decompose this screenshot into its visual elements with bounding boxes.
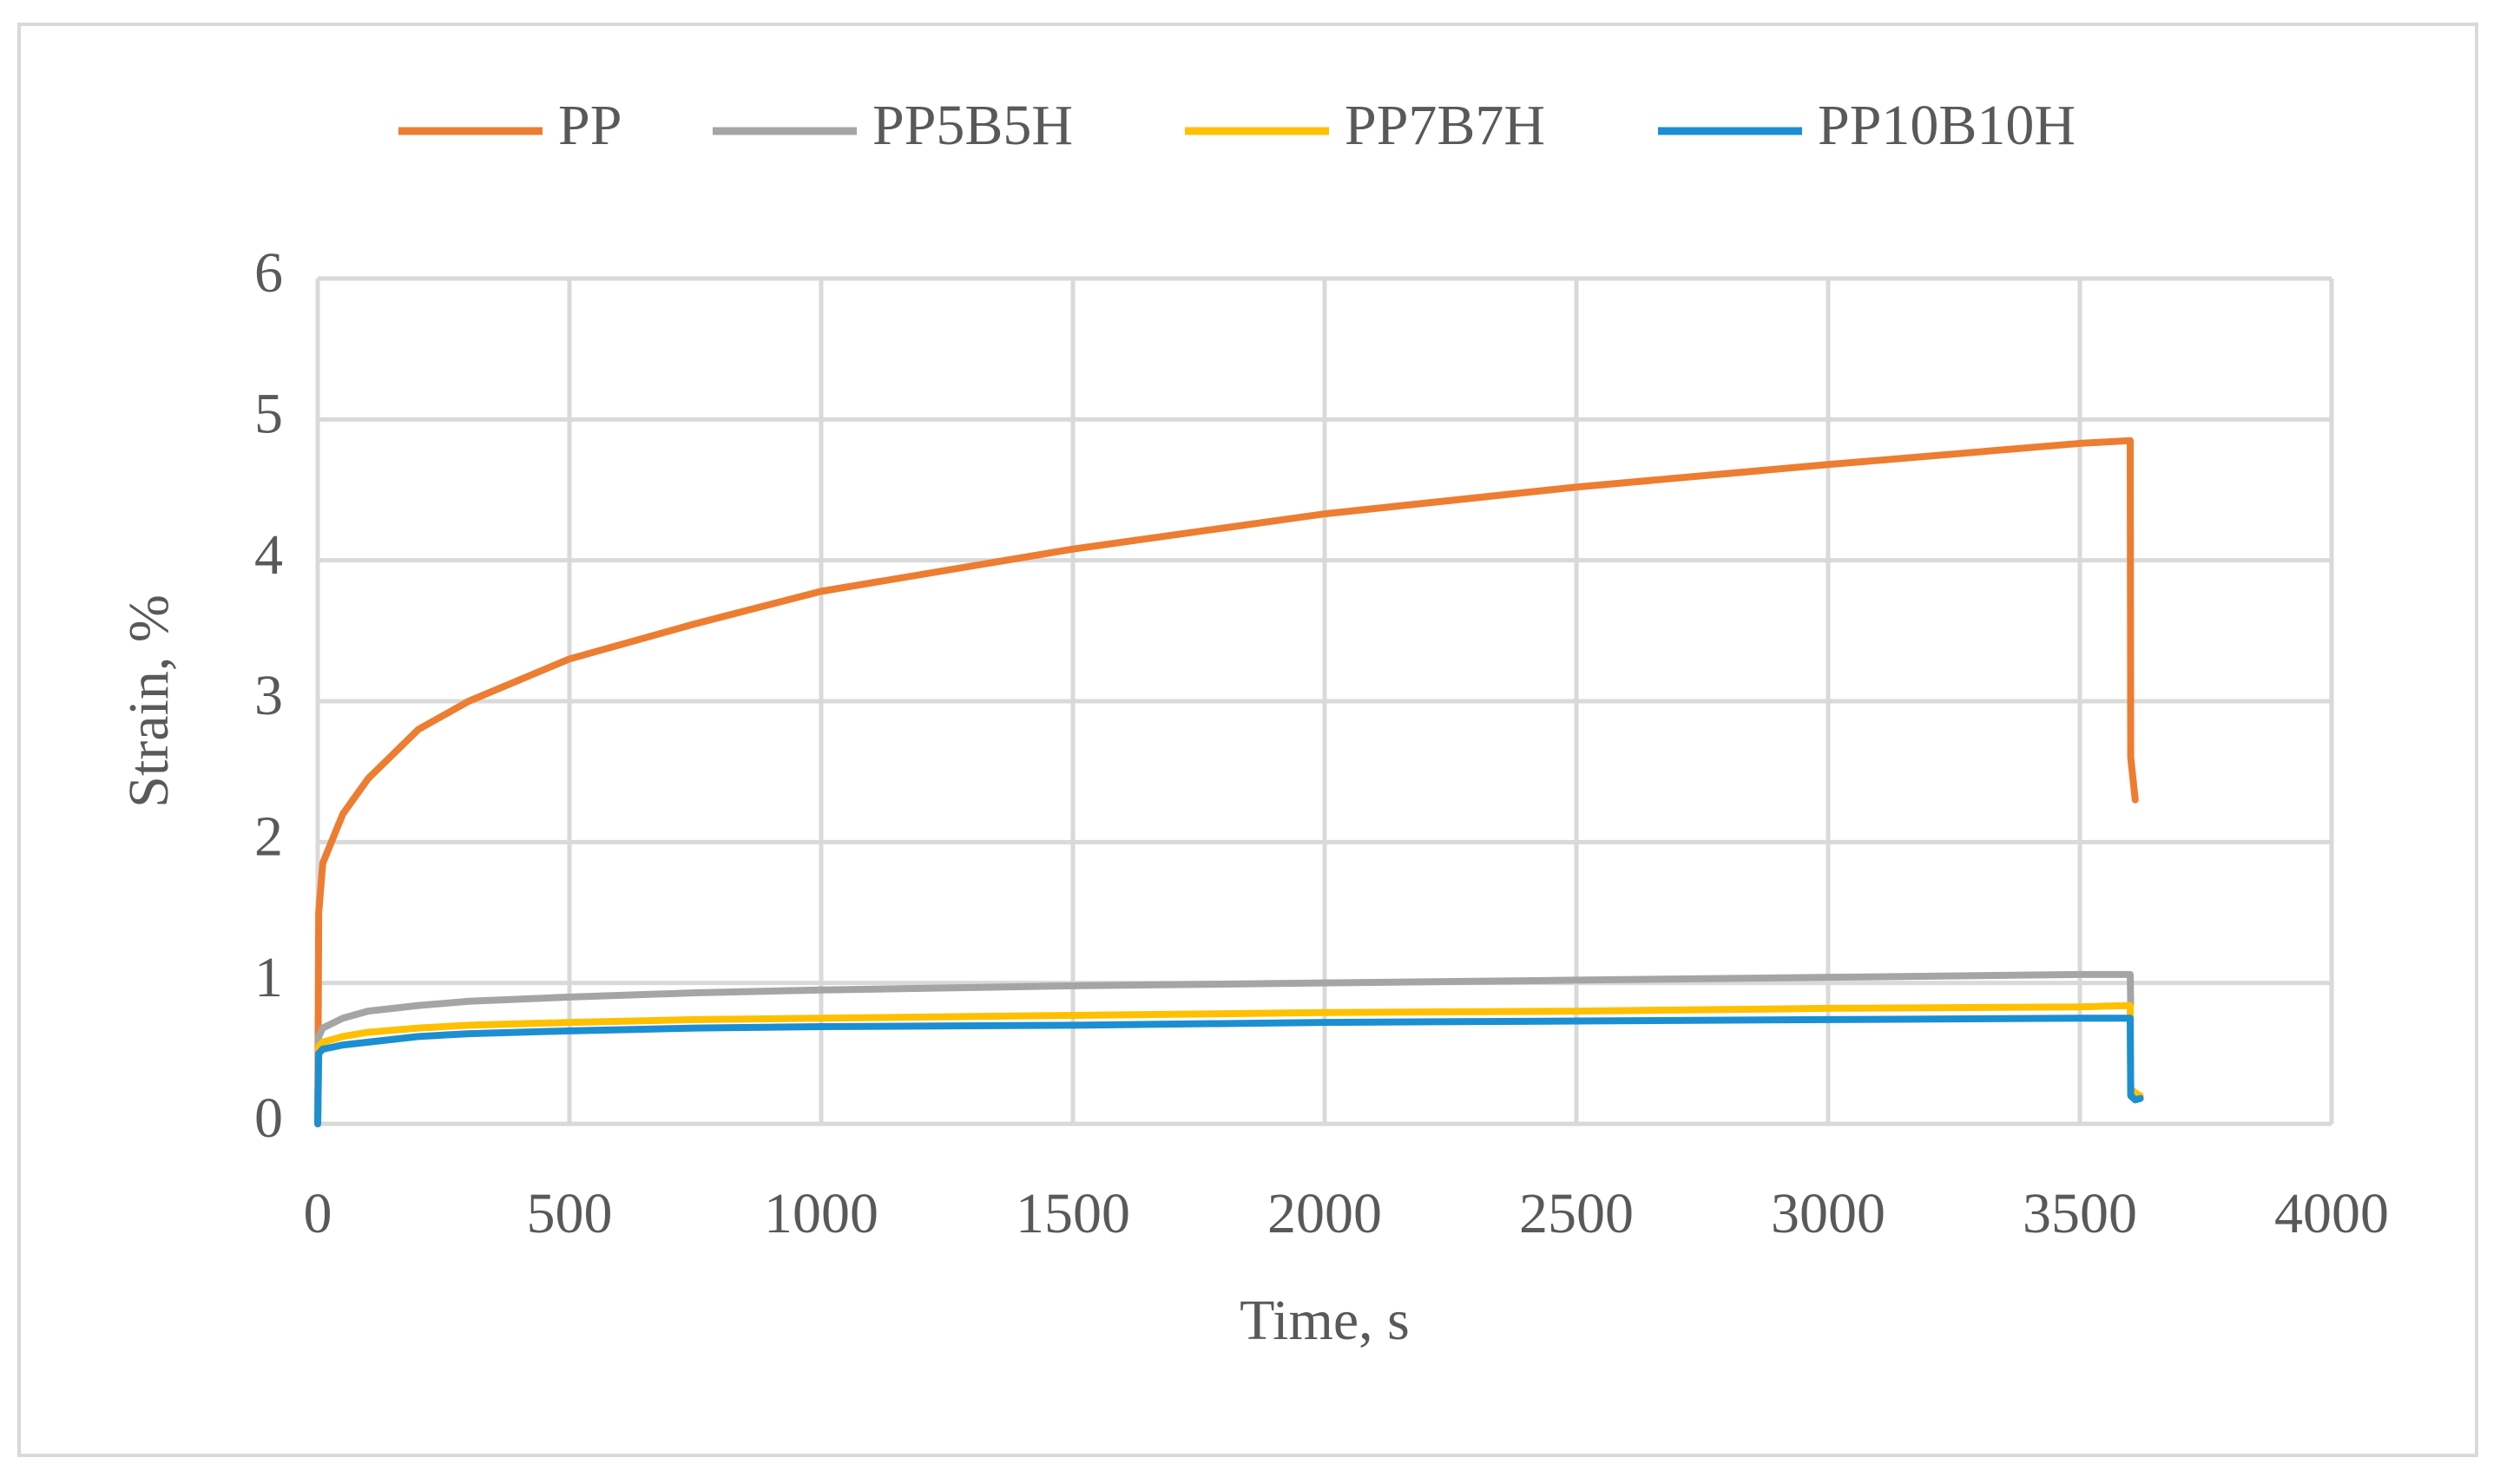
legend-label: PP7B7H [1345,94,1545,157]
x-tick-label: 2500 [1519,1182,1634,1245]
x-tick-label: 3000 [1771,1182,1885,1245]
x-tick-label: 2000 [1267,1182,1382,1245]
legend-label: PP10B10H [1818,94,2076,157]
chart-border [17,23,2478,1457]
grid [315,276,2334,1126]
x-tick-label: 500 [527,1182,613,1245]
y-axis-title: Strain, % [117,594,181,808]
x-tick-label: 1000 [764,1182,878,1245]
y-tick-label: 2 [254,804,283,868]
y-tick-label: 6 [254,241,283,305]
y-tick-label: 3 [254,664,283,727]
series-line [314,970,2135,1127]
y-tick-label: 4 [254,523,283,587]
x-tick-label: 0 [304,1182,332,1245]
x-axis-title: Time, s [1240,1289,1410,1352]
series-line [314,1001,2144,1127]
series-line [314,437,2139,1127]
legend-label: PP5B5H [872,94,1073,157]
x-tick-label: 3500 [2023,1182,2137,1245]
y-tick-label: 1 [254,946,283,1009]
series-line [314,1015,2144,1127]
lines [314,437,2144,1127]
x-tick-label: 4000 [2274,1182,2389,1245]
x-tick-label: 1500 [1016,1182,1130,1245]
y-tick-label: 5 [254,382,283,445]
legend-label: PP [558,94,622,157]
y-tick-label: 0 [254,1087,283,1150]
